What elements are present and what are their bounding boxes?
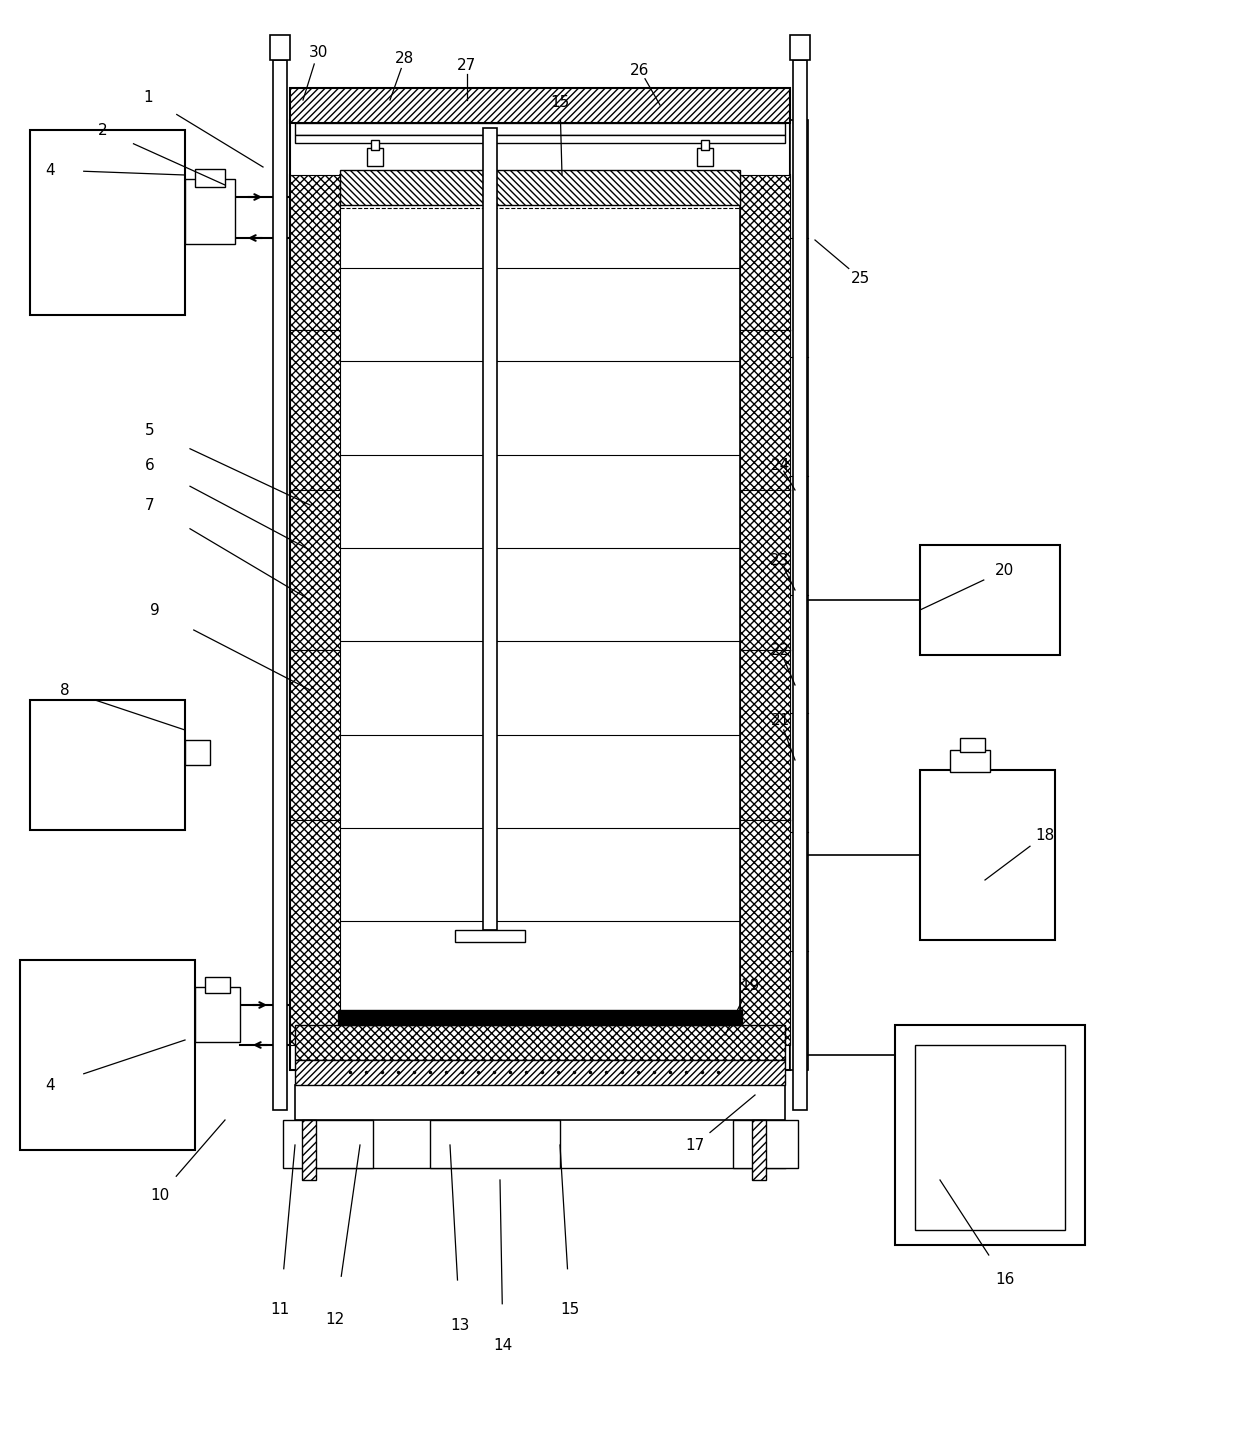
Text: 17: 17 bbox=[686, 1137, 704, 1153]
Text: 9: 9 bbox=[150, 603, 160, 618]
Text: 22: 22 bbox=[770, 642, 790, 657]
Bar bbox=[30, 700, 185, 829]
Text: 24: 24 bbox=[770, 458, 790, 473]
Bar bbox=[20, 960, 195, 1150]
Bar bbox=[30, 130, 185, 315]
Text: 15: 15 bbox=[560, 1302, 579, 1318]
Text: 26: 26 bbox=[630, 62, 650, 77]
Text: 25: 25 bbox=[851, 271, 869, 286]
Bar bbox=[371, 141, 379, 149]
Bar bbox=[290, 821, 340, 1045]
Bar bbox=[733, 1119, 799, 1169]
Bar bbox=[895, 1025, 1085, 1246]
Text: 30: 30 bbox=[309, 45, 327, 59]
Bar bbox=[270, 35, 290, 59]
Bar bbox=[295, 1085, 785, 1119]
Bar bbox=[295, 135, 785, 144]
Bar bbox=[340, 170, 740, 204]
Text: 23: 23 bbox=[770, 552, 790, 567]
Bar bbox=[484, 128, 497, 929]
Text: 12: 12 bbox=[325, 1312, 345, 1328]
Text: 16: 16 bbox=[996, 1273, 1014, 1288]
Text: 11: 11 bbox=[270, 1302, 290, 1318]
Bar bbox=[740, 175, 790, 331]
Bar bbox=[697, 148, 713, 165]
Bar bbox=[367, 148, 383, 165]
Bar bbox=[430, 1119, 560, 1169]
Text: 27: 27 bbox=[458, 58, 476, 72]
Text: 7: 7 bbox=[145, 497, 155, 512]
Text: 19: 19 bbox=[740, 977, 760, 992]
Bar bbox=[290, 650, 340, 821]
Bar bbox=[303, 1119, 316, 1180]
Bar bbox=[920, 770, 1055, 940]
Bar bbox=[790, 35, 810, 59]
Text: 20: 20 bbox=[996, 563, 1014, 577]
Bar bbox=[740, 650, 790, 821]
Text: 21: 21 bbox=[770, 712, 790, 728]
Bar bbox=[290, 88, 790, 123]
Text: 1: 1 bbox=[143, 90, 153, 104]
Bar bbox=[339, 1011, 742, 1025]
Bar bbox=[740, 490, 790, 650]
Bar bbox=[920, 545, 1060, 655]
Bar bbox=[950, 750, 990, 771]
Bar bbox=[751, 1119, 766, 1180]
Text: 8: 8 bbox=[61, 683, 69, 697]
Text: 13: 13 bbox=[450, 1318, 470, 1333]
Bar bbox=[740, 821, 790, 1045]
Bar bbox=[290, 120, 790, 1070]
Bar bbox=[185, 740, 210, 766]
Bar bbox=[740, 331, 790, 490]
Text: 28: 28 bbox=[396, 51, 414, 65]
Bar bbox=[701, 141, 709, 149]
Bar bbox=[790, 120, 808, 1070]
Bar bbox=[960, 738, 985, 753]
Bar bbox=[295, 1060, 785, 1085]
Bar bbox=[283, 1119, 373, 1169]
Bar bbox=[205, 977, 229, 993]
Text: 4: 4 bbox=[45, 162, 55, 177]
Bar bbox=[794, 59, 807, 1111]
Text: 4: 4 bbox=[45, 1077, 55, 1092]
Bar bbox=[290, 490, 340, 650]
Text: 5: 5 bbox=[145, 422, 155, 438]
Text: 6: 6 bbox=[145, 458, 155, 473]
Text: 14: 14 bbox=[494, 1337, 512, 1353]
Text: 2: 2 bbox=[98, 122, 108, 138]
Bar bbox=[295, 1025, 785, 1060]
Bar bbox=[195, 987, 241, 1043]
Bar bbox=[273, 59, 286, 1111]
Text: 18: 18 bbox=[1035, 828, 1055, 842]
Bar bbox=[915, 1045, 1065, 1230]
Bar bbox=[455, 929, 525, 942]
Text: 10: 10 bbox=[150, 1188, 170, 1202]
Bar bbox=[340, 175, 740, 1015]
Bar bbox=[185, 178, 236, 244]
Bar bbox=[195, 170, 224, 187]
Bar bbox=[290, 175, 340, 331]
Text: 15: 15 bbox=[551, 94, 569, 110]
Bar bbox=[290, 331, 340, 490]
Bar bbox=[295, 123, 785, 135]
